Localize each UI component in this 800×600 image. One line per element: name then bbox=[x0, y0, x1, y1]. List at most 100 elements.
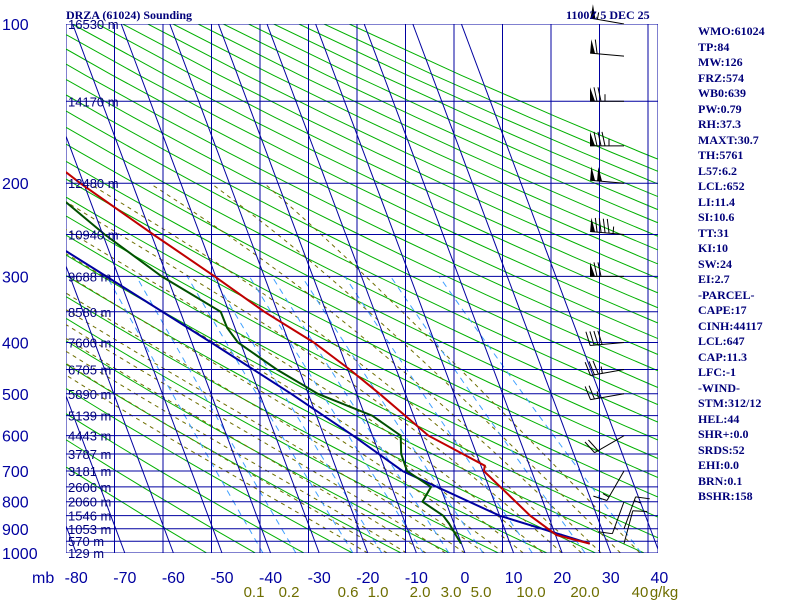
moist-adiabat bbox=[66, 309, 466, 553]
isotherm bbox=[120, 24, 320, 553]
index-item: LFC:-1 bbox=[698, 365, 736, 379]
mixing-ratio-tick-label: 10.0 bbox=[516, 584, 545, 600]
dry-adiabat bbox=[97, 24, 658, 294]
height-label: 1053 m bbox=[68, 522, 111, 537]
mixing-ratio-line bbox=[248, 276, 424, 553]
index-item: LCL:652 bbox=[698, 179, 745, 193]
mixing-ratio-tick-label: g/kg bbox=[650, 584, 678, 600]
temperature-tick-label: -70 bbox=[113, 570, 136, 587]
height-label: 10940 m bbox=[68, 228, 119, 243]
pressure-tick-label: 100 bbox=[2, 17, 29, 34]
height-label: 4443 m bbox=[68, 429, 111, 444]
wind-barb bbox=[590, 39, 625, 57]
moist-adiabat bbox=[66, 337, 427, 553]
index-item: WMO:61024 bbox=[698, 24, 765, 38]
isotherm bbox=[66, 394, 126, 553]
height-label: 1546 m bbox=[68, 509, 111, 524]
wind-barb bbox=[590, 4, 625, 25]
index-item: MAXT:30.7 bbox=[698, 132, 759, 147]
temperature-tick-label: -20 bbox=[356, 570, 379, 587]
isotherm bbox=[72, 24, 272, 553]
temperature-tick-label: -50 bbox=[210, 570, 233, 587]
pressure-tick-label: 200 bbox=[2, 176, 29, 193]
plot-frame bbox=[66, 24, 658, 553]
mixing-ratio-line bbox=[344, 276, 533, 553]
mixing-ratio-tick-label: 2.0 bbox=[410, 584, 431, 600]
isotherm bbox=[66, 134, 223, 553]
mixing-ratio-line bbox=[390, 276, 586, 553]
temperature-tick-label: 0 bbox=[461, 570, 470, 587]
temperature-tick-label: -40 bbox=[259, 570, 282, 587]
pressure-tick-label: 500 bbox=[2, 387, 29, 404]
wind-barb bbox=[590, 131, 624, 147]
station-title: DRZA (61024) Sounding bbox=[66, 8, 193, 22]
index-item: STM:312/12 bbox=[698, 396, 762, 410]
temperature-tick-label: 20 bbox=[553, 570, 571, 587]
wind-barb bbox=[590, 262, 624, 277]
index-item: CAP:11.3 bbox=[698, 349, 747, 364]
index-item: WB0:639 bbox=[698, 86, 746, 100]
pressure-tick-label: 800 bbox=[2, 495, 29, 512]
height-label: 5890 m bbox=[68, 387, 111, 402]
pressure-tick-label: 400 bbox=[2, 335, 29, 352]
height-label: 2060 m bbox=[68, 495, 111, 510]
isotherm bbox=[169, 24, 369, 553]
index-item: LCL:647 bbox=[698, 334, 745, 348]
mixing-ratio-tick-label: 20.0 bbox=[570, 584, 599, 600]
parcel-trace bbox=[66, 249, 591, 545]
wind-barb bbox=[585, 330, 625, 346]
stability-index-list: WMO:61024 TP:84 MW:126 FRZ:574 WB0:639 PW:0.7… bbox=[698, 24, 765, 505]
index-item: LI:11.4 bbox=[698, 194, 736, 209]
pressure-tick-label: 1000 bbox=[2, 546, 38, 563]
temperature-tick-label: -30 bbox=[308, 570, 331, 587]
index-item: FRZ:574 bbox=[698, 70, 744, 85]
index-item: TH:5761 bbox=[698, 148, 744, 162]
isotherm bbox=[266, 24, 466, 553]
mixing-ratio-tick-label: 3.0 bbox=[441, 584, 462, 600]
index-item: SI:10.6 bbox=[698, 210, 735, 224]
pressure-tick-label: 300 bbox=[2, 269, 29, 286]
mixing-ratio-line bbox=[271, 276, 450, 553]
mixing-ratio-tick-label: 40 bbox=[632, 584, 649, 600]
dry-adiabat bbox=[66, 33, 658, 324]
index-item: BSHR:158 bbox=[698, 489, 753, 503]
temperature-tick-label: -60 bbox=[162, 570, 185, 587]
height-label: 12480 m bbox=[68, 176, 119, 191]
isotherm bbox=[363, 24, 563, 553]
mixing-ratio-tick-label: 1.0 bbox=[368, 584, 389, 600]
index-item: -WIND- bbox=[698, 380, 740, 395]
moist-adiabat bbox=[66, 374, 369, 553]
wind-barb bbox=[598, 501, 625, 535]
height-label: 6705 m bbox=[68, 363, 111, 378]
index-item: RH:37.3 bbox=[698, 117, 741, 131]
pressure-tick-label: 600 bbox=[2, 429, 29, 446]
wind-barb bbox=[584, 360, 625, 376]
height-label: 5139 m bbox=[68, 409, 111, 424]
pressure-tick-label: 700 bbox=[2, 464, 29, 481]
wind-barb bbox=[593, 470, 625, 501]
index-item: BRN:0.1 bbox=[698, 473, 743, 488]
index-item: SRDS:52 bbox=[698, 442, 745, 457]
temperature-tick-label: -80 bbox=[65, 570, 88, 587]
wind-barb bbox=[590, 217, 625, 236]
wind-barb bbox=[623, 496, 650, 529]
isotherm bbox=[315, 24, 515, 553]
index-item: CAPE:17 bbox=[698, 303, 747, 317]
index-item: KI:10 bbox=[698, 241, 728, 255]
height-label: 16530 m bbox=[68, 17, 119, 32]
index-item: SW:24 bbox=[698, 256, 733, 271]
index-item: -PARCEL- bbox=[698, 287, 755, 302]
index-item: PW:0.79 bbox=[698, 101, 742, 116]
temperature-tick-label: 10 bbox=[505, 570, 523, 587]
index-item: TP:84 bbox=[698, 39, 730, 54]
mixing-ratio-line bbox=[301, 276, 484, 553]
height-label: 8580 m bbox=[68, 305, 111, 320]
temperature-tick-label: 30 bbox=[602, 570, 620, 587]
height-label: 570 m bbox=[68, 534, 104, 549]
isotherm bbox=[460, 24, 658, 551]
mixing-ratio-tick-label: 0.1 bbox=[244, 584, 265, 600]
temperature-tick-label: 40 bbox=[651, 570, 669, 587]
pressure-tick-label: 900 bbox=[2, 522, 29, 539]
dry-adiabat bbox=[66, 387, 353, 553]
temperature-trace bbox=[66, 170, 591, 545]
